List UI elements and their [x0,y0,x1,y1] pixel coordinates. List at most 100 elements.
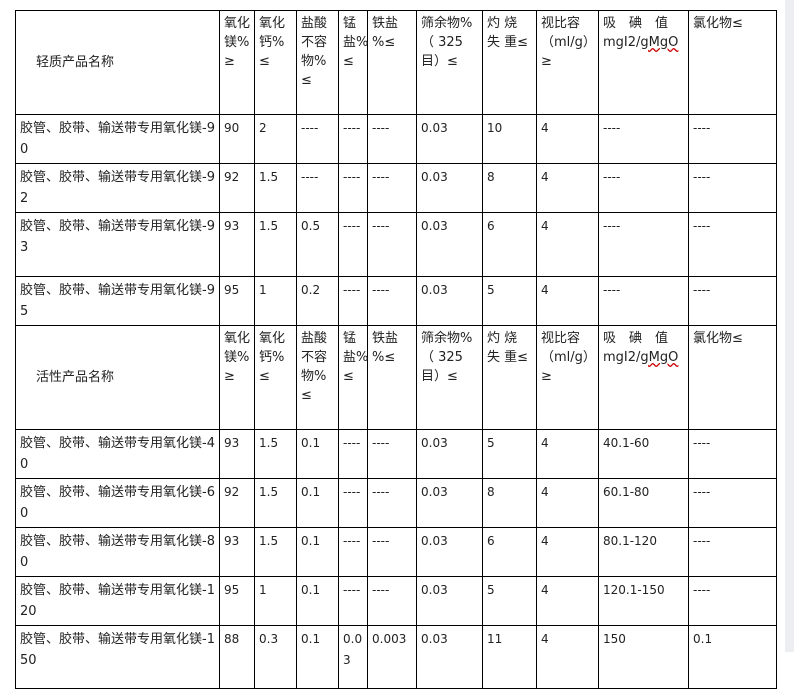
value-cell: 0.1 [688,625,777,689]
value-cell: 0.3 [254,625,297,689]
product-name-cell: 胶管、胶带、输送带专用氧化镁-40 [15,429,220,479]
value-cell: 150 [598,625,689,689]
value-cell: 0.03 [416,576,483,626]
value-cell: 6 [482,212,537,277]
table-row: 胶管、胶带、输送带专用氧化镁-93 93 1.5 0.5 ---- ---- 0.03 6 4-… [15,212,777,277]
value-cell: ---- [367,527,417,577]
value-cell: 0.1 [296,625,339,689]
value-cell: 0.03 [416,478,483,528]
header-cell: 氧化镁%≥ [219,10,255,115]
table-row: 胶管、胶带、输送带专用氧化镁-92 92 1.5 ---- ---- ---- 0.03 8 4… [15,163,777,213]
value-cell: 4 [536,429,599,479]
value-cell: ---- [367,114,417,164]
product-name-cell: 胶管、胶带、输送带专用氧化镁-60 [15,478,220,528]
value-cell: 1 [254,576,297,626]
table-row: 胶管、胶带、输送带专用氧化镁-60 92 1.5 0.1 ---- ---- 0.03 8 4 6… [15,478,777,528]
value-cell: 0.03 [416,212,483,277]
value-cell: 10 [482,114,537,164]
table-row: 胶管、胶带、输送带专用氧化镁-80 93 1.5 0.1 ---- ---- 0.03 6 4 8… [15,527,777,577]
value-cell: 11 [482,625,537,689]
table-row: 胶管、胶带、输送带专用氧化镁-95 95 1 0.2 ---- ---- 0.03 5 4 ---… [15,276,777,326]
value-cell: ---- [688,429,777,479]
header-cell: 盐酸不容物%≤ [296,10,339,115]
value-cell: ---- [367,478,417,528]
value-cell: 4 [536,478,599,528]
value-cell: ---- [296,163,339,213]
value-cell: 80.1-120 [598,527,689,577]
value-cell: 6 [482,527,537,577]
value-cell: ---- [367,576,417,626]
value-cell: ---- [598,276,689,326]
value-cell: 0.2 [296,276,339,326]
product-name-cell: 胶管、胶带、输送带专用氧化镁-120 [15,576,220,626]
value-cell: ---- [367,163,417,213]
value-cell: ---- [338,163,368,213]
value-cell: 95 [219,276,255,326]
value-cell: ---- [367,429,417,479]
value-cell: 4 [536,276,599,326]
value-cell: 90 [219,114,255,164]
value-cell: 0.03 [416,527,483,577]
value-cell: ---- [598,163,689,213]
value-cell: 5 [482,576,537,626]
header-cell: 筛余物%（ 325目）≤ [416,325,483,430]
header-cell: 灼 烧 失 重≤ [482,325,537,430]
value-cell: 93 [219,429,255,479]
value-cell: ---- [688,276,777,326]
value-cell: 8 [482,163,537,213]
table-row: 胶管、胶带、输送带专用氧化镁-40 93 1.5 0.1 ---- ---- 0.03 5 4 4… [15,429,777,479]
header-cell: 锰盐%≤ [338,10,368,115]
value-cell: ---- [688,527,777,577]
value-cell: 0.5 [296,212,339,277]
header-product-name: 轻质产品名称 [15,10,220,115]
header-product-name: 活性产品名称 [15,325,220,430]
header-row: 活性产品名称 氧化镁%≥ 氧化钙%≤ 盐酸不容物%≤ 锰盐%≤ 铁盐 %≤ 筛余物%（ 32… [15,325,777,430]
value-cell: 0.03 [338,625,368,689]
value-cell: ---- [296,114,339,164]
value-cell: 1 [254,276,297,326]
value-cell: 120.1-150 [598,576,689,626]
header-cell: 氧化镁%≥ [219,325,255,430]
scrollbar-gutter [785,0,794,652]
value-cell: ---- [688,114,777,164]
value-cell: 4 [536,527,599,577]
header-cell: 铁盐 %≤ [367,325,417,430]
value-cell: ---- [688,478,777,528]
header-cell: 盐酸不容物%≤ [296,325,339,430]
value-cell: 60.1-80 [598,478,689,528]
value-cell: ---- [338,114,368,164]
header-cell: 吸 碘 值 mgI2/gMgO [598,10,689,115]
value-cell: 93 [219,527,255,577]
value-cell: 8 [482,478,537,528]
value-cell: 88 [219,625,255,689]
value-cell: 5 [482,276,537,326]
value-cell: 1.5 [254,429,297,479]
header-cell: 氯化物≤ [688,325,777,430]
value-cell: 0.03 [416,429,483,479]
value-cell: ---- [688,163,777,213]
value-cell: ---- [598,114,689,164]
header-cell: 吸 碘 值 mgI2/gMgO [598,325,689,430]
value-cell: 4 [536,212,599,277]
value-cell: ---- [598,212,689,277]
header-cell: 锰盐%≤ [338,325,368,430]
value-cell: 0.03 [416,276,483,326]
table-row: 胶管、胶带、输送带专用氧化镁-90 90 2 ---- ---- ---- 0.03 10 4-… [15,114,777,164]
value-cell: 1.5 [254,212,297,277]
header-cell: 氧化钙%≤ [254,325,297,430]
value-cell: 4 [536,163,599,213]
product-name-cell: 胶管、胶带、输送带专用氧化镁-95 [15,276,220,326]
value-cell: 0.1 [296,429,339,479]
value-cell: ---- [338,478,368,528]
value-cell: ---- [367,212,417,277]
product-spec-table: 轻质产品名称 氧化镁%≥ 氧化钙%≤ 盐酸不容物%≤ 锰盐%≤ 铁盐 %≤ 筛余物%（ 32… [15,10,777,689]
value-cell: 0.1 [296,478,339,528]
product-name-cell: 胶管、胶带、输送带专用氧化镁-150 [15,625,220,689]
table-row: 胶管、胶带、输送带专用氧化镁-150 88 0.3 0.1 0.03 0.003 0.03 1… [15,625,777,689]
product-name-cell: 胶管、胶带、输送带专用氧化镁-93 [15,212,220,277]
value-cell: 95 [219,576,255,626]
value-cell: 40.1-60 [598,429,689,479]
value-cell: 92 [219,163,255,213]
value-cell: 93 [219,212,255,277]
product-name-cell: 胶管、胶带、输送带专用氧化镁-90 [15,114,220,164]
